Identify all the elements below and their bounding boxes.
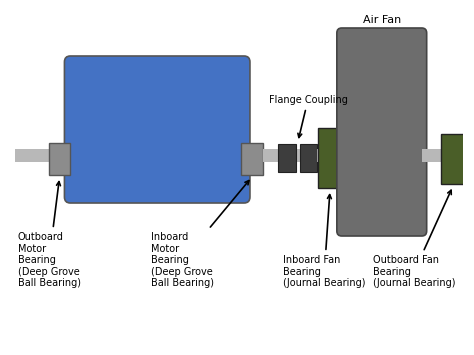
Bar	[422, 149, 441, 162]
Text: Inboard
Motor
Bearing
(Deep Grove
Ball Bearing): Inboard Motor Bearing (Deep Grove Ball B…	[151, 181, 249, 288]
FancyBboxPatch shape	[64, 56, 250, 203]
FancyBboxPatch shape	[337, 28, 427, 236]
Bar	[317, 149, 333, 162]
Text: Outboard
Motor
Bearing
(Deep Grove
Ball Bearing): Outboard Motor Bearing (Deep Grove Ball …	[18, 182, 81, 288]
Bar	[441, 134, 465, 184]
Text: Air Fan: Air Fan	[363, 15, 401, 25]
Bar	[278, 144, 296, 172]
Text: Outboard Fan
Bearing
(Journal Bearing): Outboard Fan Bearing (Journal Bearing)	[373, 190, 456, 288]
Bar	[49, 143, 70, 175]
Bar	[15, 149, 449, 162]
Text: Inboard Fan
Bearing
(Journal Bearing): Inboard Fan Bearing (Journal Bearing)	[283, 195, 365, 288]
Bar	[263, 149, 284, 162]
Bar	[241, 143, 263, 175]
Bar	[300, 144, 317, 172]
Bar	[319, 128, 342, 188]
Text: Flange Coupling: Flange Coupling	[268, 95, 347, 137]
Bar	[465, 149, 474, 162]
